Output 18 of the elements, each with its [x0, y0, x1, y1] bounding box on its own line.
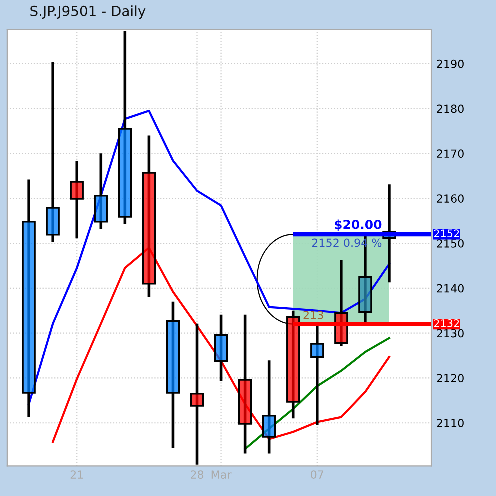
y-tick-label: 2150	[437, 239, 464, 248]
y-tick-label: 2160	[437, 194, 464, 203]
y-tick-label: 2180	[437, 104, 464, 114]
y-tick-label: 2120	[437, 374, 464, 383]
x-tick-label: Mar	[212, 470, 232, 480]
annotation: 213	[304, 311, 324, 320]
y-tick-label: 2170	[437, 150, 464, 158]
x-tick-label: 28	[191, 470, 204, 480]
x-tick-label: 21	[70, 470, 84, 479]
y-tick-label: 2110	[437, 419, 464, 428]
annotation: $20.00	[335, 220, 382, 232]
chart-title: S.JP.J9501 - Daily	[30, 6, 146, 20]
y-tick-label: 2190	[437, 60, 464, 68]
x-tick-label: 07	[311, 470, 324, 480]
ref-line-label: 2132	[434, 319, 460, 328]
ref-line-label: 2152	[434, 230, 460, 238]
y-tick-label: 2130	[437, 329, 464, 338]
y-tick-label: 2140	[437, 284, 464, 293]
